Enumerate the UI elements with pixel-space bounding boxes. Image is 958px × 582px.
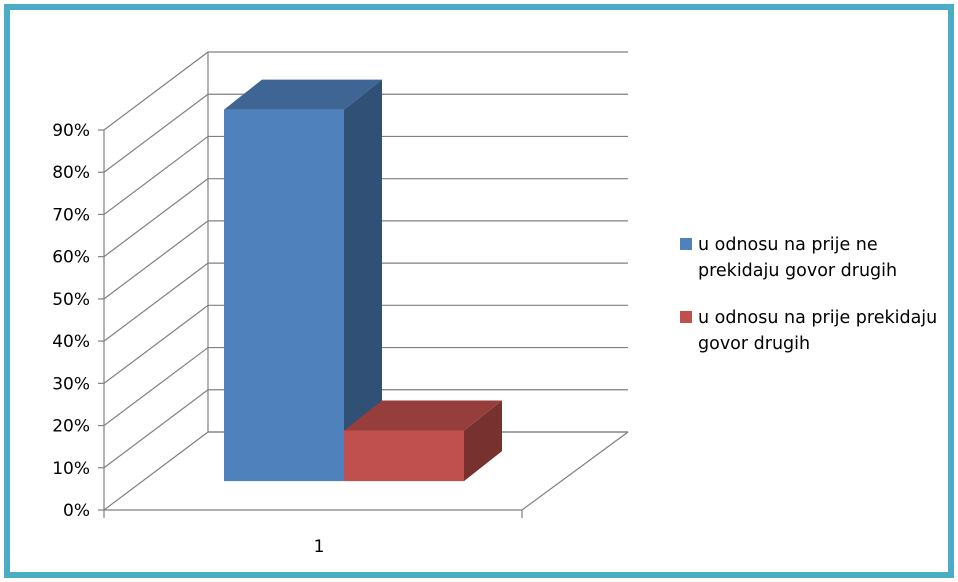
legend-swatch-series-2 <box>680 311 692 323</box>
gridline-side <box>103 135 209 215</box>
legend-label-series-1: u odnosu na prije ne prekidaju govor dru… <box>698 235 898 281</box>
y-axis-tick-label: 70% <box>52 205 90 225</box>
gridline-side <box>103 347 209 427</box>
legend-swatch-series-1 <box>680 238 692 250</box>
gridline-side <box>103 178 209 258</box>
y-axis-tick-label: 30% <box>52 374 90 394</box>
y-axis-tick-label: 80% <box>52 163 90 183</box>
y-axis-tick-label: 50% <box>52 290 90 310</box>
legend: u odnosu na prije ne prekidaju govor dru… <box>680 232 955 378</box>
x-axis-tick-labels: 1 <box>314 537 325 557</box>
legend-item-series-1: u odnosu na prije ne prekidaju govor dru… <box>680 232 955 284</box>
y-axis-tick-label: 40% <box>52 332 90 352</box>
y-axis-tick-label: 0% <box>63 501 90 521</box>
legend-item-series-2: u odnosu na prije prekidaju govor drugih <box>680 305 955 357</box>
y-axis-tick-labels: 0% 10% 20% 30% 40% 50% 60% 70% 80% 90% <box>52 121 90 521</box>
chart-border <box>4 4 954 578</box>
y-axis-tick-label: 10% <box>52 459 90 479</box>
gridline-side <box>103 93 209 173</box>
bar-front-face <box>344 430 464 482</box>
bar-front-face <box>224 109 344 482</box>
bar-series-1 <box>224 79 382 482</box>
floor-right-edge <box>521 431 629 511</box>
bar-top-face <box>344 400 502 431</box>
y-axis-tick-label: 90% <box>52 121 90 141</box>
bar-side-face <box>344 79 382 482</box>
bar-top-face <box>224 79 382 110</box>
gridline-side <box>103 262 209 342</box>
bars <box>224 79 502 482</box>
gridline-side <box>103 389 209 469</box>
axes <box>98 129 523 518</box>
bar-side-face <box>464 400 502 482</box>
legend-label-series-2: u odnosu na prije prekidaju govor drugih <box>698 308 938 354</box>
x-axis-tick-label: 1 <box>314 537 325 557</box>
gridline-side <box>103 431 209 511</box>
bar-series-2 <box>344 400 502 482</box>
gridline-side <box>103 304 209 384</box>
gridline-side <box>103 51 209 131</box>
gridline-side <box>103 220 209 300</box>
y-axis-tick-label: 60% <box>52 248 90 268</box>
y-axis-tick-label: 20% <box>52 417 90 437</box>
